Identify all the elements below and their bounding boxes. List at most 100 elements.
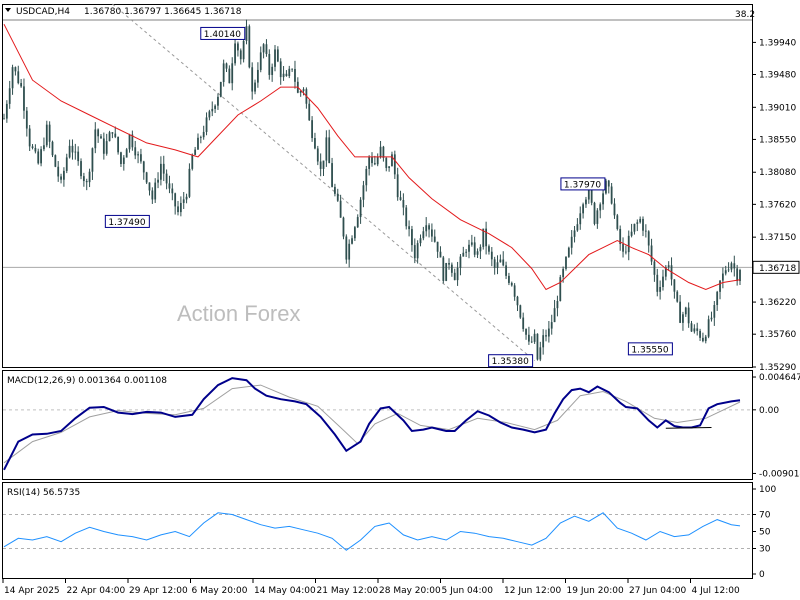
candle-body bbox=[488, 246, 490, 252]
candle-body bbox=[550, 322, 553, 329]
candle-body bbox=[131, 134, 134, 148]
candle-body bbox=[482, 228, 485, 247]
candle-body bbox=[37, 151, 40, 164]
candle-body bbox=[256, 69, 259, 83]
candle-body bbox=[85, 181, 88, 183]
candle-body bbox=[228, 68, 231, 84]
candle-body bbox=[508, 275, 510, 283]
candle-body bbox=[60, 176, 62, 180]
candle-body bbox=[633, 223, 636, 232]
candle-body bbox=[499, 259, 502, 263]
candle-body bbox=[596, 210, 599, 224]
candle-body bbox=[299, 90, 302, 93]
candle-body bbox=[439, 251, 442, 258]
candle-body bbox=[539, 347, 542, 360]
candle-body bbox=[505, 265, 507, 276]
x-tick-label: 28 May 20:00 bbox=[379, 586, 441, 596]
candle-body bbox=[316, 148, 319, 162]
x-tick-label: 29 Apr 12:00 bbox=[129, 586, 188, 596]
candle-body bbox=[642, 218, 644, 231]
price-annotation-box bbox=[200, 26, 246, 40]
candle-body bbox=[567, 247, 570, 257]
candle-body bbox=[721, 273, 724, 281]
candle-body bbox=[122, 157, 125, 164]
candle-body bbox=[211, 108, 214, 112]
candle-body bbox=[656, 274, 659, 292]
x-tick-label: 5 Jun 04:00 bbox=[442, 586, 494, 596]
x-tick-label: 12 Jun 12:00 bbox=[504, 586, 561, 596]
candle-body bbox=[40, 149, 42, 164]
candle-body bbox=[667, 265, 670, 268]
candle-body bbox=[733, 263, 736, 269]
price-y-tick-label: 1.38080 bbox=[759, 168, 796, 178]
candle-body bbox=[485, 228, 488, 247]
candle-body bbox=[704, 336, 707, 342]
candle-body bbox=[97, 129, 100, 137]
candle-body bbox=[510, 282, 513, 286]
dropdown-triangle-icon[interactable] bbox=[5, 8, 11, 12]
candle-body bbox=[502, 259, 505, 266]
rsi-y-tick-label: 50 bbox=[759, 528, 771, 538]
candle-body bbox=[411, 229, 413, 246]
macd-panel-frame bbox=[2, 370, 753, 480]
candle-body bbox=[262, 44, 265, 53]
macd-line bbox=[3, 377, 741, 471]
candle-body bbox=[120, 152, 122, 164]
candle-body bbox=[576, 224, 579, 231]
candle-body bbox=[111, 132, 114, 134]
candle-body bbox=[348, 243, 351, 260]
candle-body bbox=[587, 187, 590, 200]
x-tick-label: 21 May 12:00 bbox=[317, 586, 379, 596]
watermark: Action Forex bbox=[177, 301, 301, 326]
candle-body bbox=[65, 157, 68, 171]
candle-body bbox=[302, 89, 305, 91]
price-annotation-label: 1.35550 bbox=[631, 345, 668, 355]
candle-body bbox=[74, 151, 77, 153]
candle-body bbox=[285, 73, 288, 77]
candle-body bbox=[373, 163, 376, 165]
candle-body bbox=[188, 168, 191, 197]
candle-body bbox=[68, 145, 71, 158]
candle-body bbox=[54, 155, 57, 167]
candle-body bbox=[530, 341, 533, 343]
price-annotation-box bbox=[627, 342, 673, 356]
x-tick-label: 14 Apr 2025 bbox=[4, 586, 60, 596]
candle-body bbox=[14, 67, 17, 72]
price-annotation-label: 1.35380 bbox=[492, 357, 529, 367]
candle-body bbox=[396, 174, 399, 198]
candle-body bbox=[137, 154, 139, 156]
candle-body bbox=[690, 323, 693, 332]
candle-body bbox=[251, 67, 254, 92]
candle-body bbox=[382, 146, 385, 158]
candle-body bbox=[425, 225, 428, 232]
candle-body bbox=[351, 238, 353, 244]
candle-body bbox=[91, 148, 94, 172]
moving-average-line bbox=[3, 23, 741, 291]
candle-body bbox=[702, 337, 704, 342]
candle-body bbox=[276, 49, 279, 62]
macd-y-tick-label: 0.004647 bbox=[759, 373, 800, 383]
candle-body bbox=[599, 204, 602, 211]
candle-body bbox=[28, 128, 31, 147]
candle-body bbox=[102, 138, 105, 154]
candle-body bbox=[328, 137, 331, 164]
candle-body bbox=[80, 161, 82, 177]
candle-body bbox=[197, 137, 199, 150]
candle-body bbox=[459, 256, 462, 268]
candle-body bbox=[125, 149, 128, 158]
candle-body bbox=[644, 230, 647, 232]
candle-body bbox=[579, 213, 582, 225]
candle-body bbox=[433, 236, 436, 242]
candle-body bbox=[556, 301, 559, 309]
candle-body bbox=[356, 217, 359, 228]
candle-body bbox=[342, 217, 345, 237]
candle-body bbox=[436, 241, 439, 252]
macd-y-tick-label: 0.00 bbox=[759, 406, 779, 416]
candle-body bbox=[562, 268, 565, 278]
candle-body bbox=[259, 52, 262, 70]
candle-body bbox=[365, 168, 368, 186]
candle-body bbox=[3, 118, 5, 120]
candle-body bbox=[168, 183, 171, 189]
candle-body bbox=[473, 242, 476, 255]
candle-body bbox=[105, 141, 108, 154]
